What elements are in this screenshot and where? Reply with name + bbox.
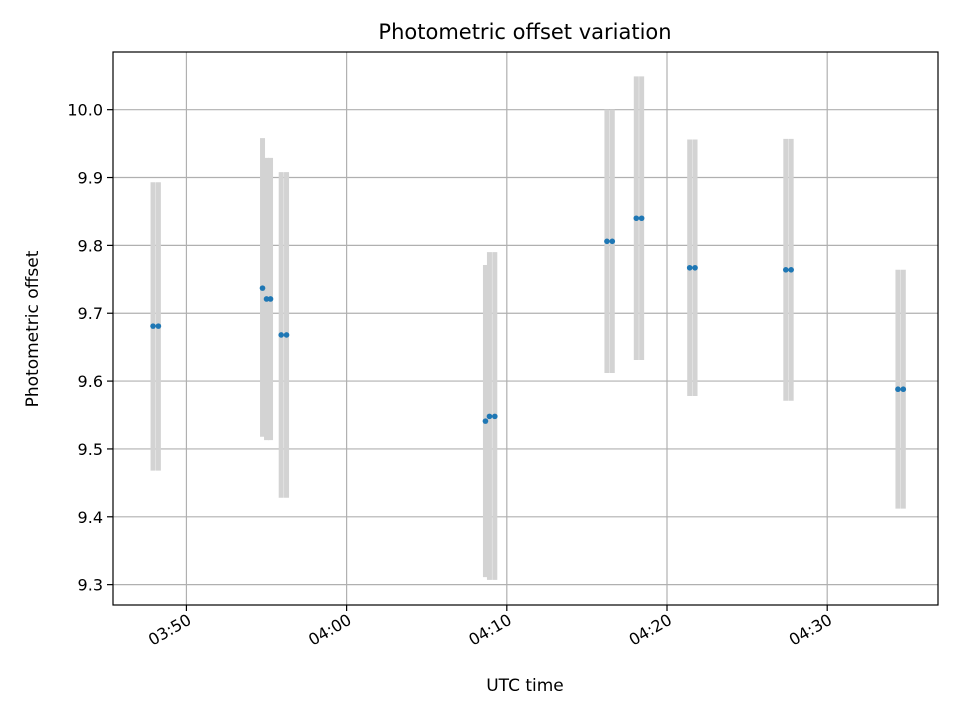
- chart-title: Photometric offset variation: [378, 20, 671, 44]
- y-tick-label: 10.0: [67, 101, 103, 120]
- data-point: [482, 418, 489, 424]
- data-point: [783, 267, 789, 273]
- y-tick-label: 9.9: [78, 169, 103, 188]
- data-point: [155, 323, 162, 329]
- data-point: [278, 332, 285, 338]
- data-point: [638, 215, 645, 222]
- x-axis-label: UTC time: [486, 676, 564, 696]
- y-tick-label: 9.6: [78, 372, 103, 391]
- plot-frame: [112, 51, 939, 606]
- data-point: [486, 413, 493, 420]
- data-point: [900, 386, 907, 393]
- data-point: [267, 296, 274, 302]
- data-point: [633, 215, 640, 222]
- y-tick-label: 9.3: [78, 576, 103, 595]
- data-point: [263, 296, 270, 302]
- data-point: [150, 323, 156, 329]
- data-point: [788, 267, 794, 273]
- data-point: [604, 238, 610, 245]
- data-point: [259, 285, 266, 291]
- y-tick-label: 9.7: [78, 304, 103, 323]
- y-tick-label: 9.4: [78, 508, 103, 527]
- data-points: [150, 215, 907, 424]
- y-axis-ticks: 9.3 9.4 9.5 9.6 9.7 9.8 9.9 10.0: [67, 101, 113, 595]
- data-point: [491, 413, 498, 420]
- data-point: [692, 264, 698, 271]
- grid: [113, 52, 938, 605]
- y-tick-label: 9.8: [78, 236, 103, 255]
- data-point: [686, 264, 693, 271]
- data-point: [283, 332, 290, 338]
- data-point: [895, 386, 901, 393]
- data-point: [609, 238, 616, 245]
- y-tick-label: 9.5: [78, 440, 103, 459]
- y-axis-label: Photometric offset: [23, 250, 43, 407]
